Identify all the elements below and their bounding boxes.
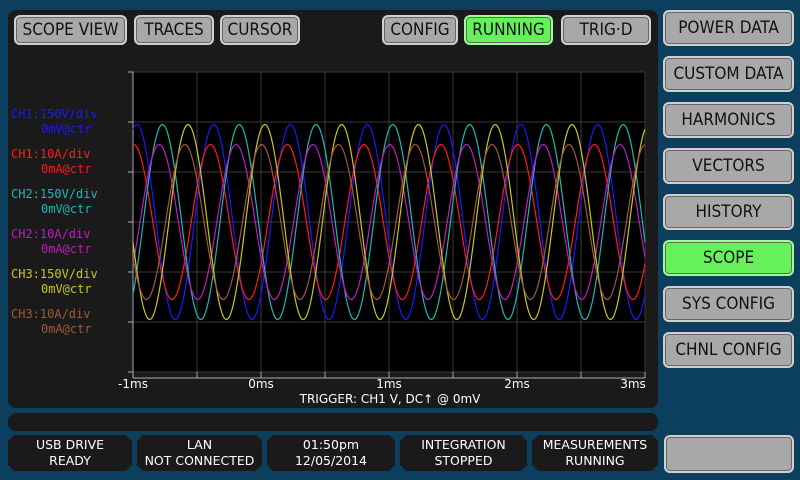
- status-measurements: MEASUREMENTS RUNNING: [532, 435, 658, 471]
- menu-custom-data[interactable]: CUSTOM DATA: [663, 56, 794, 92]
- trace-ch3-v: [132, 123, 646, 321]
- trace-ch2-a: [132, 143, 646, 301]
- channel-offset-label: 0mV@ctr: [41, 282, 92, 296]
- message-bar: [8, 413, 658, 431]
- x-tick-label: 1ms: [376, 377, 402, 391]
- status-measurements-value: RUNNING: [565, 453, 625, 468]
- menu-sys-config[interactable]: SYS CONFIG: [663, 286, 794, 322]
- status-clock: 01:50pm 12/05/2014: [267, 435, 395, 471]
- channel-offset-label: 0mA@ctr: [41, 242, 92, 256]
- trace-ch3-a: [132, 143, 646, 301]
- tab-scope-view[interactable]: SCOPE VIEW: [14, 15, 127, 45]
- channel-scale-label: CH2:10A/div: [11, 227, 91, 241]
- menu-harmonics[interactable]: HARMONICS: [663, 102, 794, 138]
- x-tick-label: 3ms: [620, 377, 646, 391]
- channel-offset-label: 0mA@ctr: [41, 162, 92, 176]
- menu-chnl-config[interactable]: CHNL CONFIG: [663, 332, 794, 368]
- trace-ch1-v: [132, 123, 646, 321]
- blank-button[interactable]: [664, 435, 794, 473]
- x-tick-label: 2ms: [504, 377, 530, 391]
- channel-scale-label: CH3:10A/div: [11, 307, 91, 321]
- time: 01:50pm: [302, 437, 360, 452]
- tab-cursor[interactable]: CURSOR: [220, 15, 300, 45]
- status-measurements-title: MEASUREMENTS: [542, 437, 648, 452]
- tab-traces[interactable]: TRACES: [134, 15, 214, 45]
- status-integration-title: INTEGRATION: [421, 437, 506, 452]
- channel-offset-label: 0mV@ctr: [41, 122, 92, 136]
- menu-scope[interactable]: SCOPE: [663, 240, 794, 276]
- x-tick-label: 0ms: [248, 377, 274, 391]
- status-lan-title: LAN: [186, 437, 213, 452]
- menu-history[interactable]: HISTORY: [663, 194, 794, 230]
- trace-ch2-v: [132, 123, 646, 321]
- config-button[interactable]: CONFIG: [382, 15, 458, 45]
- status-integration-value: STOPPED: [434, 453, 493, 468]
- channel-scale-label: CH2:150V/div: [11, 187, 98, 201]
- status-lan: LAN NOT CONNECTED: [137, 435, 262, 471]
- trigger-label: TRIGGER: CH1 V, DC↑ @ 0mV: [299, 392, 481, 406]
- channel-offset-label: 0mA@ctr: [41, 322, 92, 336]
- trace-ch1-a: [132, 143, 646, 301]
- menu-vectors[interactable]: VECTORS: [663, 148, 794, 184]
- status-integration: INTEGRATION STOPPED: [400, 435, 527, 471]
- x-tick-label: -1ms: [118, 377, 148, 391]
- status-usb: USB DRIVE READY: [8, 435, 132, 471]
- channel-offset-label: 0mV@ctr: [41, 202, 92, 216]
- date: 12/05/2014: [294, 453, 368, 468]
- status-usb-title: USB DRIVE: [35, 437, 105, 452]
- menu-power-data[interactable]: POWER DATA: [663, 10, 794, 46]
- channel-scale-label: CH3:150V/div: [11, 267, 98, 281]
- status-usb-value: READY: [49, 453, 91, 468]
- channel-scale-label: CH1:10A/div: [11, 147, 91, 161]
- running-button[interactable]: RUNNING: [464, 15, 553, 45]
- status-lan-value: NOT CONNECTED: [144, 453, 255, 468]
- channel-scale-label: CH1:150V/div: [11, 107, 98, 121]
- trigd-button[interactable]: TRIG·D: [561, 15, 651, 45]
